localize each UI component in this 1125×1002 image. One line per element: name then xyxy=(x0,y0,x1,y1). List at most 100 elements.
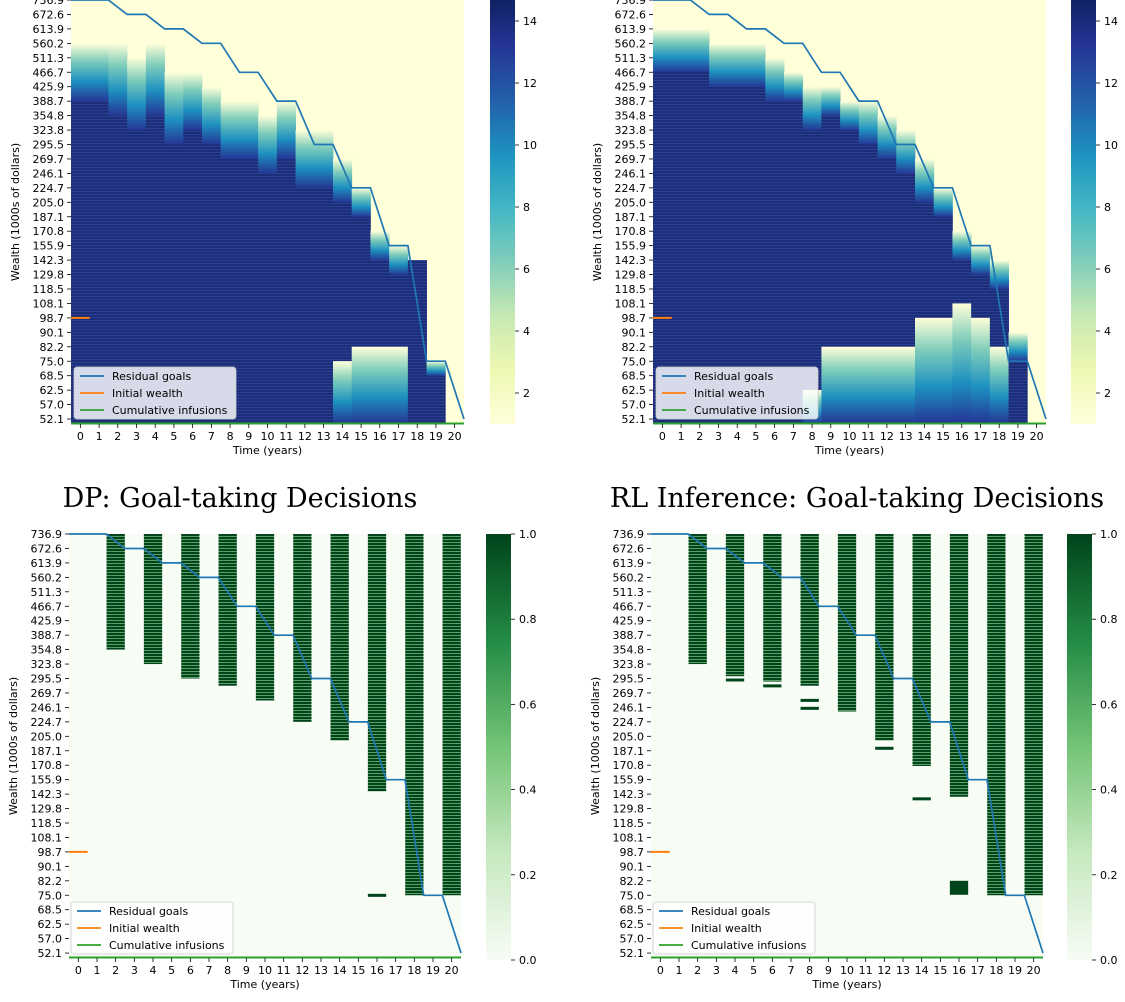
goal-taken-cell xyxy=(1024,534,1043,896)
y-tick-label: 142.3 xyxy=(613,788,645,801)
legend-label: Residual goals xyxy=(109,905,188,918)
y-tick-label: 269.7 xyxy=(615,153,647,166)
heatmap-fade-cell xyxy=(127,57,147,131)
legend-box xyxy=(655,366,819,420)
y-tick-label: 108.1 xyxy=(33,297,65,310)
heatmap-dark-cell xyxy=(333,202,353,362)
y-tick-label: 155.9 xyxy=(31,774,63,787)
y-axis-label: Wealth (1000s of dollars) xyxy=(589,677,602,815)
y-tick-label: 511.3 xyxy=(31,586,63,599)
goal-taken-cell xyxy=(763,684,782,688)
goal-taken-cell xyxy=(255,534,275,701)
goal-taken-cell xyxy=(442,534,461,896)
x-tick-label: 11 xyxy=(279,430,293,443)
y-tick-label: 98.7 xyxy=(40,312,65,325)
heatmap-dark-cell xyxy=(145,115,165,424)
heatmap-fade-cell xyxy=(690,28,710,73)
x-tick-label: 19 xyxy=(1008,964,1022,977)
y-tick-label: 425.9 xyxy=(31,615,63,628)
x-tick-label: 16 xyxy=(373,430,387,443)
goal-taken-cell xyxy=(875,534,894,741)
x-tick-label: 2 xyxy=(114,430,121,443)
goal-taken-cell xyxy=(688,534,707,665)
heatmap-dark-cell xyxy=(802,130,822,391)
colorbar-tick-label: 6 xyxy=(1104,263,1111,276)
x-tick-label: 1 xyxy=(676,964,683,977)
heatmap-fade-cell xyxy=(145,43,165,117)
x-tick-label: 12 xyxy=(298,430,312,443)
y-tick-label: 68.5 xyxy=(622,370,647,383)
heatmap-fade-cell xyxy=(89,43,109,102)
y-tick-label: 205.0 xyxy=(31,730,63,743)
heatmap-fade-cell xyxy=(971,317,991,424)
x-tick-label: 3 xyxy=(133,430,140,443)
x-tick-label: 13 xyxy=(899,430,913,443)
colorbar-tick-label: 0.8 xyxy=(519,613,537,626)
x-tick-label: 9 xyxy=(825,964,832,977)
heatmap-fade-cell xyxy=(183,72,203,131)
heatmap-fade-cell xyxy=(840,101,860,131)
x-tick-label: 4 xyxy=(152,430,159,443)
heatmap-fade-cell xyxy=(765,57,785,102)
colorbar-tick-label: 0.2 xyxy=(519,869,537,882)
heatmap-dark-cell xyxy=(896,173,916,347)
y-tick-label: 224.7 xyxy=(615,182,647,195)
x-tick-label: 11 xyxy=(277,964,291,977)
y-tick-label: 52.1 xyxy=(620,947,645,960)
goal-taken-cell xyxy=(800,706,819,710)
legend-label: Cumulative infusions xyxy=(691,939,807,952)
goal-taken-cell xyxy=(293,534,312,722)
heatmap-dark-cell xyxy=(653,72,673,424)
y-tick-label: 98.7 xyxy=(620,846,645,859)
y-tick-label: 613.9 xyxy=(31,557,63,570)
heatmap-fade-cell xyxy=(220,101,240,160)
y-tick-label: 295.5 xyxy=(31,673,63,686)
heatmap-dark-cell xyxy=(295,187,315,424)
y-tick-label: 108.1 xyxy=(615,297,647,310)
y-tick-label: 57.0 xyxy=(622,399,647,412)
heatmap-dark-cell xyxy=(370,260,390,347)
y-tick-label: 82.2 xyxy=(622,341,647,354)
y-tick-label: 466.7 xyxy=(613,600,645,613)
title-dp-goal-taking: DP: Goal-taking Decisions xyxy=(63,483,418,514)
x-tick-label: 16 xyxy=(952,964,966,977)
y-tick-label: 62.5 xyxy=(620,918,645,931)
y-tick-label: 388.7 xyxy=(615,95,647,108)
y-tick-label: 205.0 xyxy=(33,196,65,209)
x-axis-label: Time (years) xyxy=(232,444,302,457)
x-tick-label: 6 xyxy=(187,964,194,977)
colorbar-tick-label: 10 xyxy=(523,139,537,152)
heatmap-dark-cell xyxy=(351,216,371,347)
x-tick-label: 18 xyxy=(410,430,424,443)
heatmap-dark-cell xyxy=(915,202,935,318)
x-tick-label: 20 xyxy=(445,964,459,977)
heatmap-fade-cell xyxy=(164,72,184,145)
x-tick-label: 3 xyxy=(713,964,720,977)
heatmap-dark-cell xyxy=(952,260,972,304)
y-tick-label: 75.0 xyxy=(622,355,647,368)
legend-label: Residual goals xyxy=(691,905,770,918)
heatmap-fade-cell xyxy=(333,158,353,203)
y-tick-label: 142.3 xyxy=(615,254,647,267)
y-tick-label: 672.6 xyxy=(31,542,63,555)
y-tick-label: 155.9 xyxy=(33,240,65,253)
colorbar-tick-label: 8 xyxy=(523,201,530,214)
x-tick-label: 4 xyxy=(732,964,739,977)
heatmap-fade-cell xyxy=(276,101,296,160)
heatmap-fade-cell xyxy=(877,346,897,424)
x-tick-label: 13 xyxy=(317,430,331,443)
y-tick-label: 108.1 xyxy=(613,831,645,844)
y-tick-label: 354.8 xyxy=(33,110,65,123)
heatmap-dark-cell xyxy=(933,216,953,318)
y-axis-label: Wealth (1000s of dollars) xyxy=(591,143,604,281)
y-tick-label: 98.7 xyxy=(622,312,647,325)
y-tick-label: 129.8 xyxy=(615,269,647,282)
heatmap-fade-cell xyxy=(653,28,673,73)
y-tick-label: 205.0 xyxy=(613,730,645,743)
heatmap-fade-cell xyxy=(239,101,259,160)
x-tick-label: 10 xyxy=(840,964,854,977)
y-tick-label: 82.2 xyxy=(40,341,65,354)
x-tick-label: 16 xyxy=(955,430,969,443)
